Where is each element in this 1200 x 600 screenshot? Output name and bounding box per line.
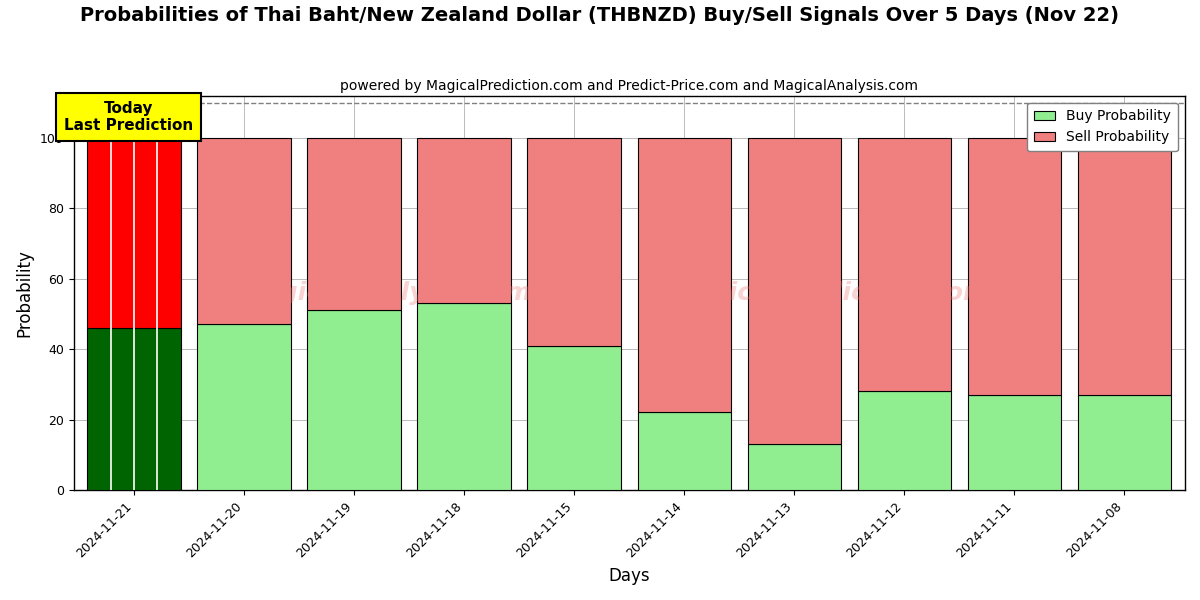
- X-axis label: Days: Days: [608, 567, 650, 585]
- Y-axis label: Probability: Probability: [14, 249, 34, 337]
- Bar: [418, 138, 511, 304]
- Title: powered by MagicalPrediction.com and Predict-Price.com and MagicalAnalysis.com: powered by MagicalPrediction.com and Pre…: [341, 79, 918, 93]
- Bar: [637, 412, 731, 490]
- Text: Today
Last Prediction: Today Last Prediction: [64, 101, 193, 133]
- Bar: [748, 444, 841, 490]
- Bar: [967, 138, 1061, 395]
- Text: MagicalAnalysis.com: MagicalAnalysis.com: [238, 281, 532, 305]
- Bar: [858, 391, 952, 490]
- Bar: [197, 138, 290, 325]
- Text: MagicalPrediction.com: MagicalPrediction.com: [670, 281, 989, 305]
- Bar: [307, 310, 401, 490]
- Bar: [88, 138, 181, 328]
- Bar: [418, 304, 511, 490]
- Bar: [197, 325, 290, 490]
- Bar: [858, 138, 952, 391]
- Bar: [528, 138, 622, 346]
- Bar: [637, 138, 731, 412]
- Text: Probabilities of Thai Baht/New Zealand Dollar (THBNZD) Buy/Sell Signals Over 5 D: Probabilities of Thai Baht/New Zealand D…: [80, 6, 1120, 25]
- Bar: [748, 138, 841, 444]
- Bar: [88, 328, 181, 490]
- Legend: Buy Probability, Sell Probability: Buy Probability, Sell Probability: [1027, 103, 1178, 151]
- Bar: [1078, 138, 1171, 395]
- Bar: [307, 138, 401, 310]
- Bar: [1078, 395, 1171, 490]
- Bar: [528, 346, 622, 490]
- Bar: [967, 395, 1061, 490]
